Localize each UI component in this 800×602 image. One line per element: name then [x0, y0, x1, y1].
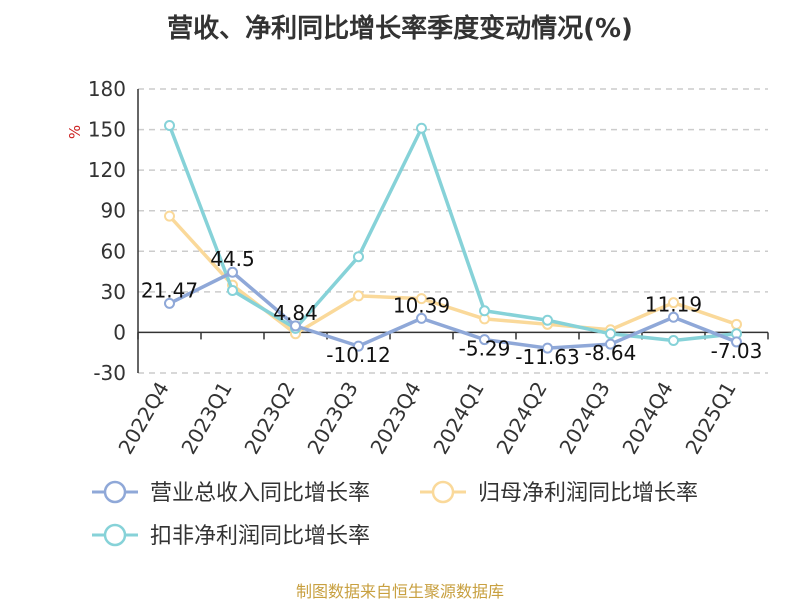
x-tick-label: 2023Q4 — [365, 378, 425, 459]
data-point — [353, 251, 364, 263]
data-label: 11.19 — [645, 292, 702, 316]
x-tick-label: 2023Q3 — [302, 378, 362, 459]
data-label: 21.47 — [141, 278, 198, 302]
data-labels: 21.47 44.5 4.84 -10.12 10.39 -5.29 -11.63 -8.64… — [141, 247, 763, 369]
series-line — [167, 124, 737, 343]
y-tick-label: 0 — [113, 320, 126, 344]
data-point — [542, 314, 553, 326]
data-label: -8.64 — [585, 341, 637, 365]
legend-marker-icon — [431, 480, 455, 504]
data-point — [731, 318, 742, 330]
x-tick-label: 2024Q2 — [491, 378, 551, 459]
data-point — [164, 120, 175, 132]
legend-item[interactable]: 归母净利润同比增长率 — [420, 480, 698, 506]
data-point — [668, 311, 679, 323]
x-tick-label: 2025Q1 — [680, 378, 740, 459]
y-tick-label: 90 — [101, 199, 126, 223]
legend-label: 扣非净利润同比增长率 — [150, 524, 370, 549]
data-point — [479, 334, 490, 346]
legend-label: 归母净利润同比增长率 — [478, 481, 698, 506]
data-label: 4.84 — [273, 301, 318, 325]
data-point — [164, 210, 175, 222]
y-tick-label: 180 — [88, 77, 126, 101]
data-label: -5.29 — [459, 337, 511, 361]
data-point — [668, 335, 679, 347]
legend-marker-icon — [103, 523, 127, 547]
series-lines — [164, 120, 742, 354]
y-tick-label: 150 — [88, 118, 126, 142]
legend-item[interactable]: 营业总收入同比增长率 — [92, 480, 370, 506]
y-tick-label: 30 — [101, 280, 126, 304]
data-point — [227, 285, 238, 297]
data-label: -11.63 — [515, 345, 579, 369]
legend-marker-icon — [103, 480, 127, 504]
x-tick-label: 2023Q1 — [176, 378, 236, 459]
data-point — [416, 293, 427, 305]
data-point — [353, 340, 364, 352]
chart-title: 营收、净利同比增长率季度变动情况(%) — [167, 14, 633, 44]
data-label: -7.03 — [711, 339, 763, 363]
y-axis-unit-label: % — [66, 125, 84, 139]
x-tick-label: 2024Q1 — [428, 378, 488, 459]
x-tick-label: 2024Q3 — [554, 378, 614, 459]
x-tick-label: 2022Q4 — [113, 378, 173, 459]
x-tick-label: 2024Q4 — [617, 378, 677, 459]
data-point — [227, 266, 238, 278]
source-footer: 制图数据来自恒生聚源数据库 — [295, 582, 504, 601]
data-label: -10.12 — [326, 343, 390, 367]
data-point — [731, 336, 742, 348]
data-label: 44.5 — [210, 247, 255, 271]
series-line — [168, 270, 738, 350]
data-point — [164, 297, 175, 309]
data-point — [605, 328, 616, 340]
data-label: 10.39 — [393, 293, 450, 317]
legend-item[interactable]: 扣非净利润同比增长率 — [92, 523, 370, 549]
data-point — [416, 122, 427, 134]
x-tick-label: 2023Q2 — [239, 378, 299, 459]
y-tick-label: 120 — [88, 158, 126, 182]
legend-label: 营业总收入同比增长率 — [150, 481, 370, 506]
y-tick-label: -30 — [93, 361, 126, 385]
data-point — [353, 290, 364, 302]
data-point — [542, 342, 553, 354]
data-point — [605, 338, 616, 350]
data-point — [416, 312, 427, 324]
y-tick-label: 60 — [101, 239, 126, 263]
data-point — [479, 305, 490, 317]
data-point — [668, 297, 679, 309]
data-point — [290, 320, 301, 332]
